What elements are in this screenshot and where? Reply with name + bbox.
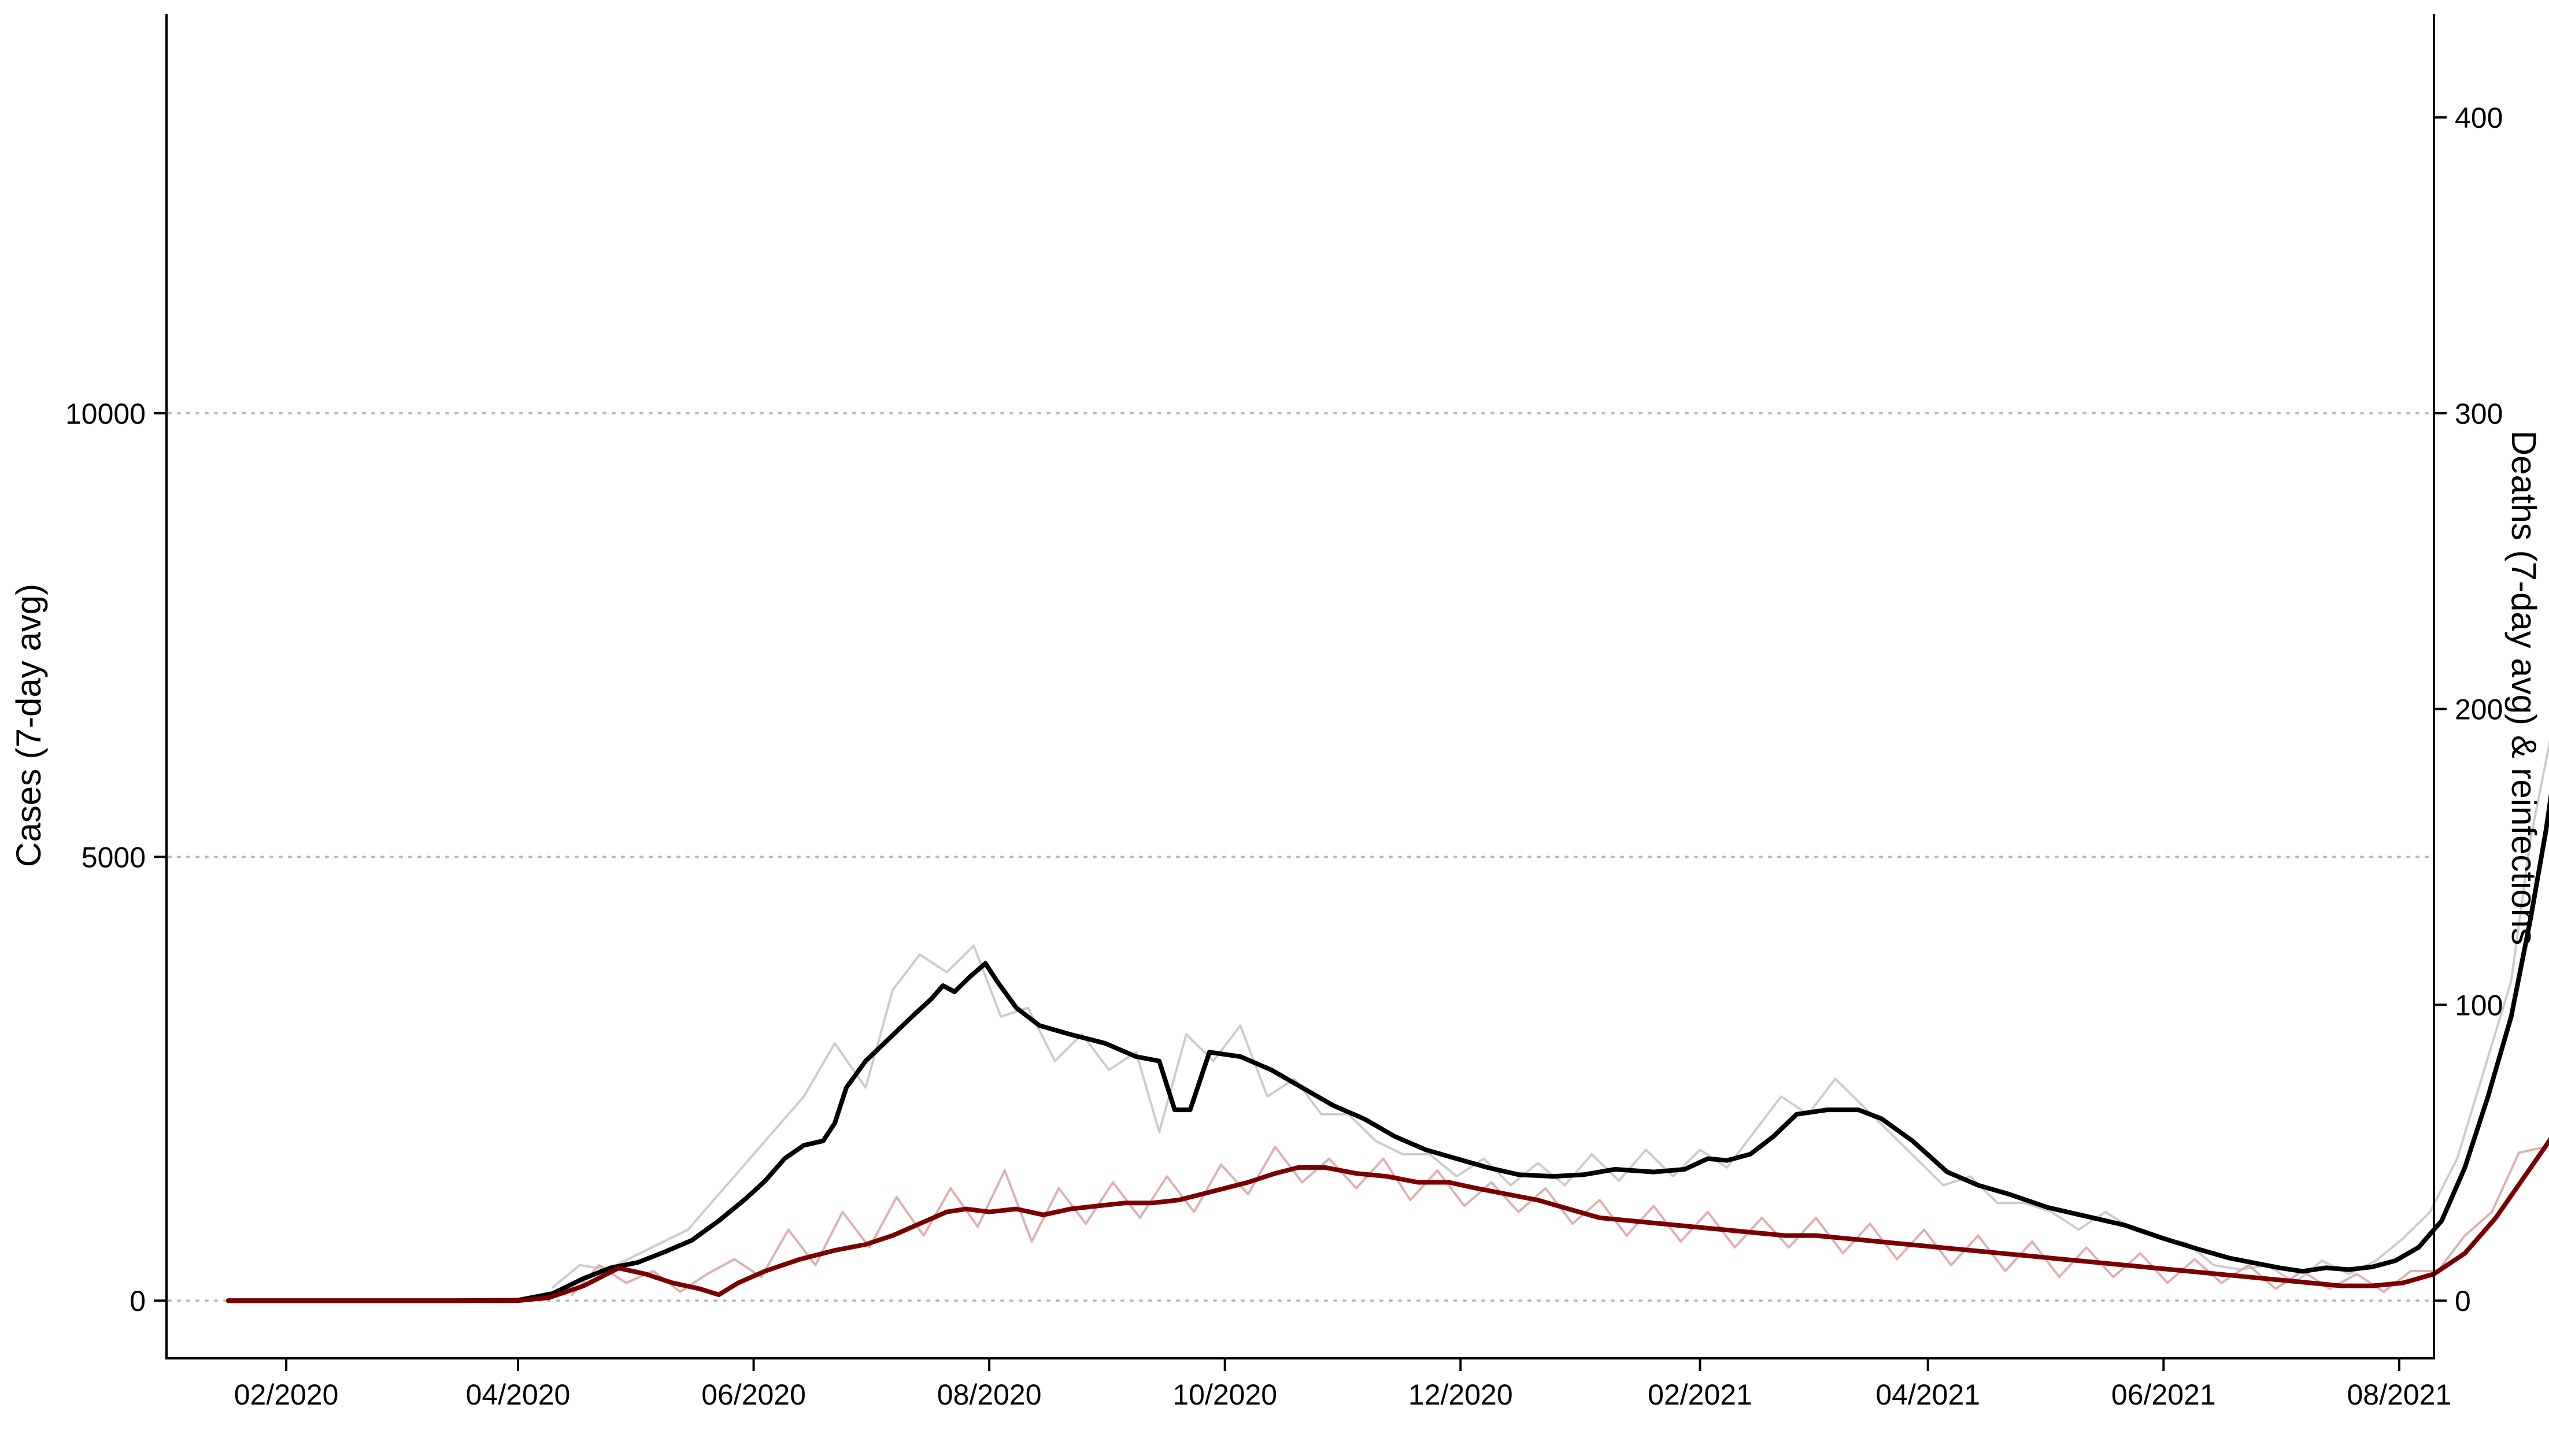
x-tick-label: 08/2020 xyxy=(937,1379,1042,1411)
x-tick-label: 04/2021 xyxy=(1875,1379,1980,1411)
x-tick-label: 04/2020 xyxy=(466,1379,571,1411)
left-axis-title: Cases (7-day avg) xyxy=(9,584,48,867)
y-right-tick-label: 0 xyxy=(2455,1285,2471,1317)
y-right-tick-label: 100 xyxy=(2455,989,2503,1021)
y-left-tick-label: 0 xyxy=(130,1285,146,1317)
x-tick-label: 08/2021 xyxy=(2347,1379,2451,1411)
y-right-tick-label: 200 xyxy=(2455,694,2503,726)
right-axis-raw-daily-line xyxy=(571,1135,2549,1296)
left-axis-smoothed-line xyxy=(225,793,2549,1303)
x-tick-label: 06/2021 xyxy=(2111,1379,2216,1411)
y-left-tick-label: 10000 xyxy=(65,398,146,430)
y-left-tick-label: 5000 xyxy=(82,842,146,874)
left-axis-raw-daily-line xyxy=(552,739,2549,1289)
series-layer xyxy=(225,739,2549,1303)
ticks-layer: 02/2020 04/2020 06/2020 08/2020 10/2020 12/20… xyxy=(65,102,2503,1411)
x-tick-label: 02/2020 xyxy=(234,1379,339,1411)
grid-layer xyxy=(168,412,2433,1302)
axis-layer xyxy=(165,14,2435,1359)
x-tick-label: 10/2020 xyxy=(1172,1379,1277,1411)
y-right-tick-label: 300 xyxy=(2455,398,2503,430)
x-tick-label: 12/2020 xyxy=(1408,1379,1513,1411)
right-axis-title: Deaths (7-day avg) & reinfections xyxy=(2504,431,2543,945)
x-tick-label: 06/2020 xyxy=(701,1379,806,1411)
y-right-tick-label: 400 xyxy=(2455,102,2503,134)
right-axis-smoothed-line xyxy=(225,1137,2549,1303)
x-tick-label: 02/2021 xyxy=(1648,1379,1752,1411)
